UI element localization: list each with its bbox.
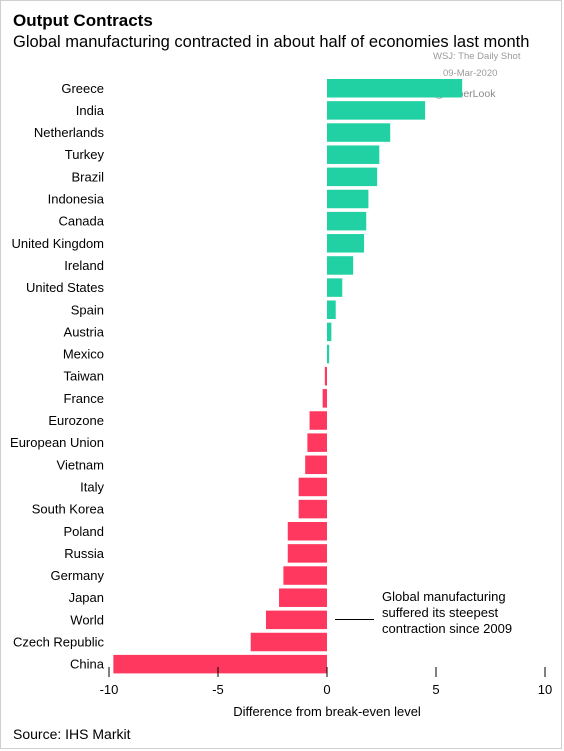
annotation-text: Global manufacturing suffered its steepe… xyxy=(382,589,513,636)
bar xyxy=(327,189,369,209)
source-note: Source: IHS Markit xyxy=(13,726,131,742)
category-label: South Korea xyxy=(32,502,105,517)
bar xyxy=(327,145,380,164)
category-label: Indonesia xyxy=(48,192,105,207)
category-label: Russia xyxy=(64,546,105,561)
category-label: World xyxy=(70,612,104,627)
category-label: Eurozone xyxy=(48,413,104,428)
x-tick-label: 0 xyxy=(323,682,330,697)
x-tick-label: 5 xyxy=(432,682,439,697)
chart-title: Output Contracts xyxy=(13,11,153,30)
bar xyxy=(309,411,327,430)
bar xyxy=(327,79,463,98)
category-label: Germany xyxy=(51,568,105,583)
bar xyxy=(327,300,336,319)
category-label: Czech Republic xyxy=(13,635,105,650)
watermark-date: 09-Mar-2020 xyxy=(443,68,498,79)
bar xyxy=(265,610,327,630)
category-label: Austria xyxy=(64,324,105,339)
bar xyxy=(283,566,327,585)
category-label: Greece xyxy=(61,81,104,96)
bar xyxy=(327,123,391,142)
category-label: United Kingdom xyxy=(12,236,105,251)
bar xyxy=(307,433,327,452)
annotation-leader-line xyxy=(335,619,374,620)
bar xyxy=(298,499,327,519)
bar xyxy=(327,344,330,364)
bar xyxy=(279,588,327,607)
bar xyxy=(327,211,367,231)
category-label: Netherlands xyxy=(34,125,105,140)
bar xyxy=(113,654,327,674)
bar xyxy=(287,522,327,541)
category-label: United States xyxy=(26,280,105,295)
bar xyxy=(327,256,354,275)
category-label: European Union xyxy=(10,435,104,450)
category-label: Italy xyxy=(80,479,104,494)
bar xyxy=(287,544,327,563)
category-label: Taiwan xyxy=(64,369,104,384)
x-axis-label: Difference from break-even level xyxy=(233,704,421,719)
category-label: Spain xyxy=(71,302,104,317)
bar xyxy=(327,167,378,187)
category-label: Turkey xyxy=(65,147,105,162)
category-label: Japan xyxy=(69,590,104,605)
category-label: France xyxy=(64,391,104,406)
bar xyxy=(250,632,327,652)
category-label: Vietnam xyxy=(57,457,104,472)
x-tick-label: -5 xyxy=(212,682,224,697)
bar xyxy=(305,455,327,475)
x-tick-label: 10 xyxy=(538,682,552,697)
category-label: Mexico xyxy=(63,347,104,362)
bar xyxy=(327,234,365,253)
category-label: India xyxy=(76,103,105,118)
category-label: China xyxy=(70,657,105,672)
category-label: Poland xyxy=(64,524,104,539)
bar xyxy=(322,389,327,408)
bar xyxy=(327,278,343,297)
category-label: Ireland xyxy=(64,258,104,273)
x-tick-label: -10 xyxy=(100,682,119,697)
watermark-source: WSJ: The Daily Shot xyxy=(433,51,521,62)
bar xyxy=(327,101,426,120)
bar xyxy=(298,477,327,497)
bar xyxy=(324,366,327,386)
category-label: Canada xyxy=(58,214,104,229)
chart-subtitle: Global manufacturing contracted in about… xyxy=(13,33,530,51)
bar xyxy=(327,322,332,342)
category-label: Brazil xyxy=(71,169,104,184)
